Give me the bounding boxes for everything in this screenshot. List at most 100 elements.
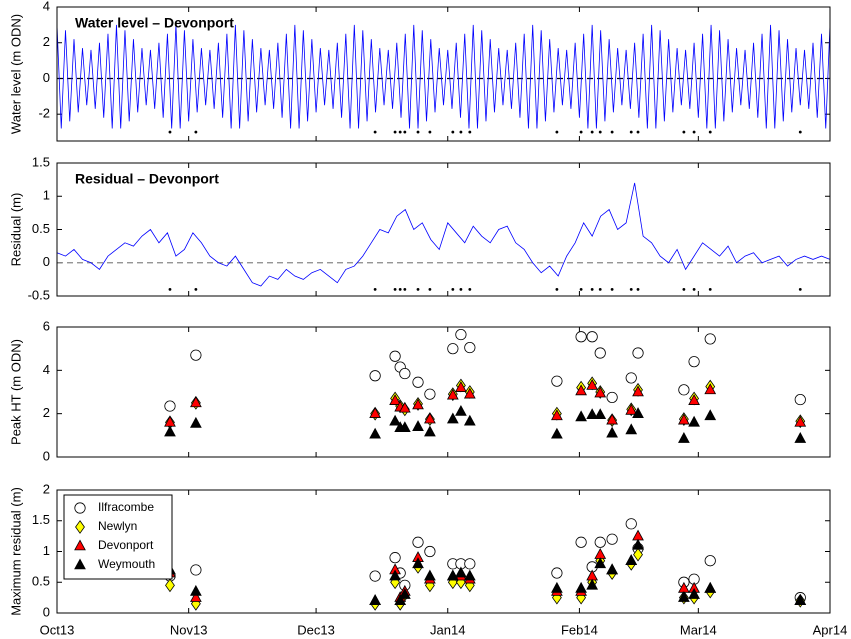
marker xyxy=(606,426,618,438)
marker xyxy=(463,387,476,399)
data-line xyxy=(56,24,831,129)
y-axis-label: Water level (m ODN) xyxy=(8,14,23,134)
event-dot xyxy=(555,130,559,134)
marker xyxy=(412,420,424,431)
legend-label: Ilfracombe xyxy=(98,500,154,514)
legend-label: Devonport xyxy=(98,538,154,552)
marker xyxy=(586,578,599,590)
marker xyxy=(369,370,381,382)
y-axis-label: Residual (m) xyxy=(8,193,23,267)
y-tick-label: 1.5 xyxy=(32,512,50,527)
y-tick-label: 4 xyxy=(43,362,50,377)
event-dot xyxy=(459,130,463,134)
marker xyxy=(190,584,202,596)
marker xyxy=(190,564,202,576)
event-dot xyxy=(428,130,432,134)
marker xyxy=(606,533,618,545)
marker xyxy=(551,567,563,579)
y-tick-label: 2 xyxy=(43,481,50,496)
y-tick-label: -0.5 xyxy=(28,287,50,302)
marker xyxy=(678,591,690,602)
marker xyxy=(594,557,607,569)
marker xyxy=(678,384,690,396)
marker xyxy=(424,388,436,400)
marker xyxy=(704,333,716,345)
legend-label: Newlyn xyxy=(98,519,137,533)
marker xyxy=(688,587,700,599)
marker xyxy=(190,349,202,361)
y-tick-label: 2 xyxy=(43,34,50,49)
marker xyxy=(447,343,459,355)
marker xyxy=(625,518,637,530)
y-tick-label: 0 xyxy=(43,254,50,269)
marker xyxy=(594,347,606,359)
y-axis-label: Maximum residual (m) xyxy=(8,487,23,616)
event-dot xyxy=(403,130,407,134)
event-dot xyxy=(579,287,583,291)
marker xyxy=(164,400,176,412)
marker xyxy=(412,536,424,548)
marker xyxy=(369,407,381,418)
marker xyxy=(399,367,411,380)
panel: 0 0.5 1 1.5 2 Oct13 Nov13 Dec13 Jan14 Feb14 Mar14 A… xyxy=(8,481,847,637)
marker xyxy=(424,412,436,424)
event-dot xyxy=(708,130,712,134)
marker xyxy=(704,555,716,567)
marker xyxy=(398,421,411,433)
event-dot xyxy=(403,287,407,291)
y-axis-label: Peak HT (m ODN) xyxy=(8,339,23,445)
event-dot xyxy=(468,287,472,291)
marker xyxy=(424,545,436,558)
plot-border xyxy=(56,489,831,614)
event-dot xyxy=(398,287,402,291)
panel: 0 2 4 6 Peak HT (m ODN) xyxy=(8,318,831,463)
event-dot xyxy=(194,130,198,134)
marker xyxy=(594,536,606,548)
y-tick-label: 6 xyxy=(43,318,50,333)
marker xyxy=(446,388,459,400)
event-dot xyxy=(798,130,802,134)
marker xyxy=(190,416,202,428)
marker xyxy=(625,403,638,415)
event-dot xyxy=(373,287,377,291)
marker xyxy=(394,594,407,605)
event-dot xyxy=(629,287,633,291)
marker xyxy=(369,570,381,582)
marker xyxy=(389,414,401,426)
marker xyxy=(398,587,411,599)
legend: Ilfracombe Newlyn Devonport Weymouth xyxy=(63,494,173,580)
marker xyxy=(164,425,176,437)
marker xyxy=(369,427,381,439)
event-dot xyxy=(598,287,602,291)
event-dot xyxy=(610,130,614,134)
plot-border xyxy=(56,162,831,297)
event-dot xyxy=(682,130,686,134)
marker xyxy=(455,404,467,416)
event-dot xyxy=(555,287,559,291)
event-dot xyxy=(692,130,696,134)
x-tick-label: Mar14 xyxy=(680,622,717,637)
event-dot xyxy=(590,287,594,291)
marker xyxy=(389,350,401,362)
marker xyxy=(575,410,587,422)
marker xyxy=(633,547,643,562)
marker xyxy=(551,581,563,593)
marker xyxy=(551,427,563,439)
event-dot xyxy=(610,287,614,291)
marker xyxy=(389,552,401,564)
event-dot xyxy=(168,287,172,291)
marker xyxy=(575,384,587,396)
marker xyxy=(688,394,700,405)
marker xyxy=(794,415,807,427)
plot-frame xyxy=(57,327,830,457)
event-dot xyxy=(708,287,712,291)
legend-label: Weymouth xyxy=(98,557,155,571)
event-dot xyxy=(629,130,633,134)
marker xyxy=(586,408,599,420)
marker xyxy=(632,347,644,359)
marker xyxy=(398,401,411,413)
marker xyxy=(412,557,424,569)
marker xyxy=(794,393,806,406)
marker xyxy=(463,414,476,426)
event-dot xyxy=(468,130,472,134)
